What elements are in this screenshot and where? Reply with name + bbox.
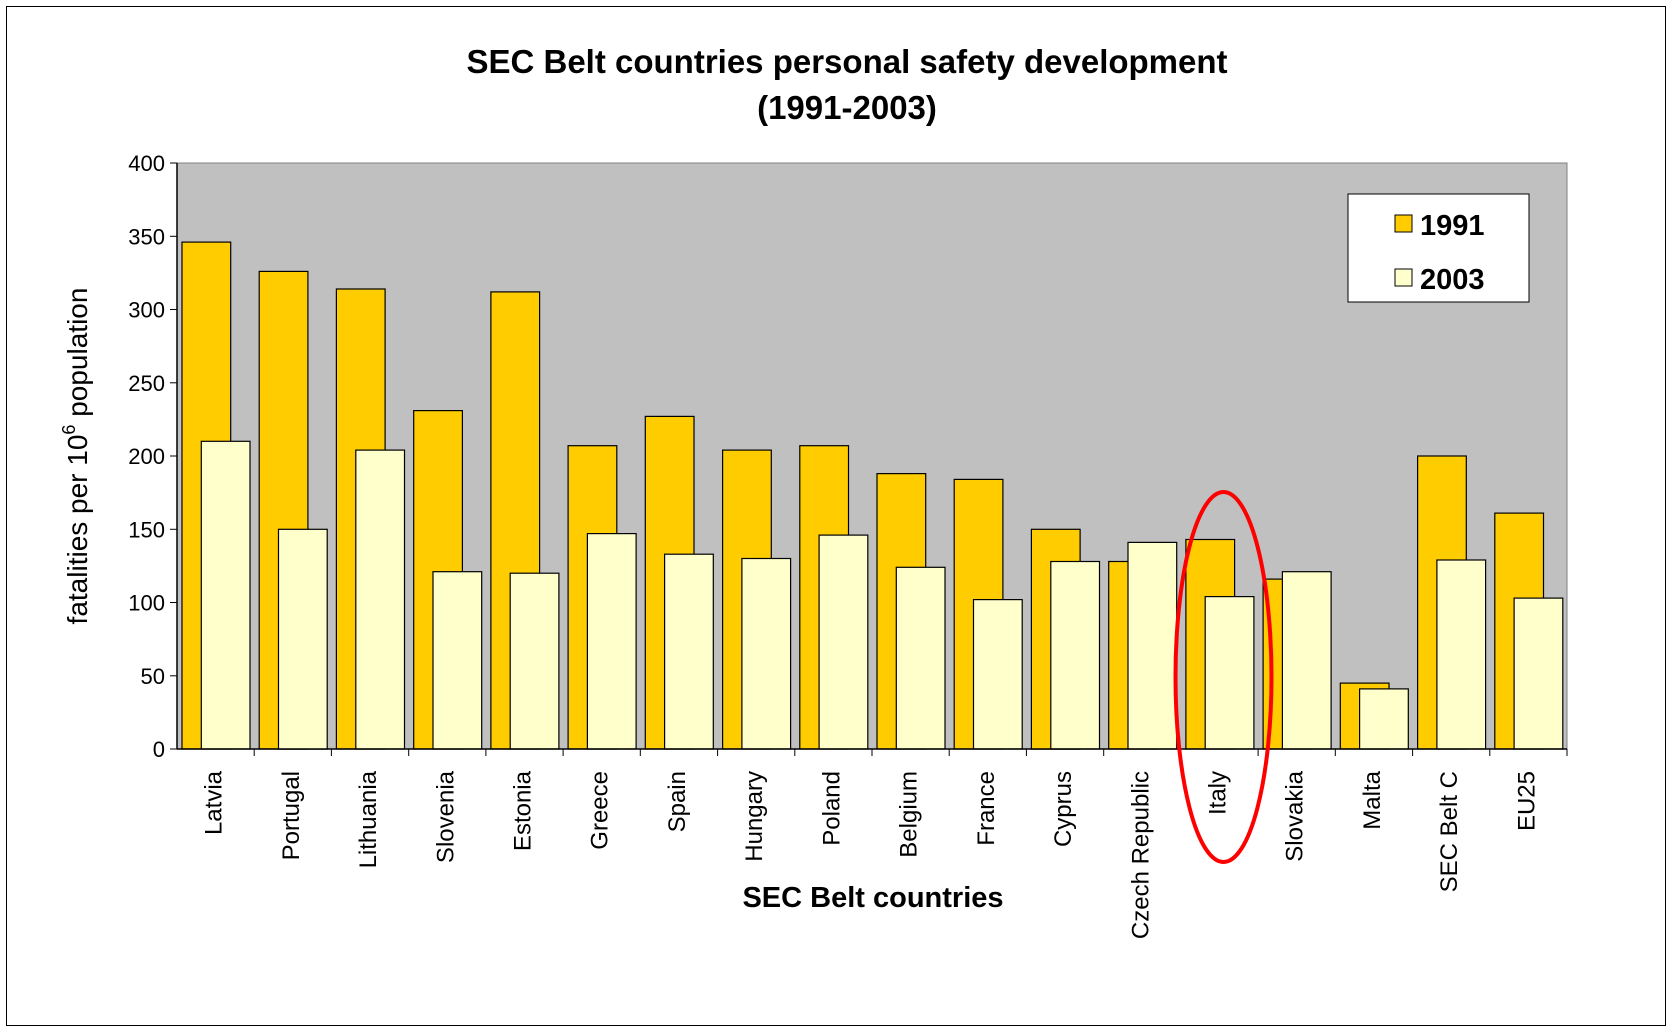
y-tick-label: 350 [128,224,165,249]
bar-2003-spain [663,553,714,750]
plot-area [176,162,1568,750]
x-tick-label: Poland [818,771,845,846]
chart-title: SEC Belt countries personal safety devel… [466,43,1227,80]
y-axis-title-tail: population [62,288,93,425]
bar-2003-lithuania [355,449,406,750]
bar-2003-hungary [741,557,792,750]
x-tick-label: Greece [587,771,614,850]
bar-2003-cyprus [1050,560,1101,750]
bar-2003-sec-belt-c [1436,559,1487,750]
y-tick-label: 250 [128,371,165,396]
legend-swatch-1991 [1394,214,1413,233]
y-tick-label: 50 [141,664,165,689]
x-tick-label: France [973,771,1000,846]
bar-2003-greece [586,532,637,750]
chart-frame: SEC Belt countries personal safety devel… [6,6,1666,1026]
x-tick-label: Belgium [896,771,923,858]
x-tick-label: Cyprus [1050,771,1077,847]
x-tick-label: Lithuania [355,770,382,868]
chart-svg: SEC Belt countries personal safety devel… [59,43,1568,939]
bar-2003-italy [1204,595,1255,750]
legend-swatch-2003 [1394,268,1413,287]
bar-2003-czech-republic [1127,541,1178,750]
bar-2003-malta [1358,688,1409,750]
y-axis-title-superscript: 6 [59,425,79,435]
bar-2003-poland [818,534,869,750]
legend-label-1991: 1991 [1420,210,1485,242]
chart-subtitle: (1991-2003) [757,89,937,126]
y-tick-label: 150 [128,517,165,542]
highlight-ellipse-italy [1173,490,1274,864]
x-tick-label: Estonia [510,770,537,851]
bar-2003-slovakia [1281,571,1332,750]
x-tick-label: Slovakia [1282,770,1309,861]
bar-2003-latvia [200,440,251,750]
bar-2003-portugal [277,528,328,750]
y-tick-label: 0 [153,737,165,762]
x-tick-label: Latvia [201,770,228,835]
y-tick-label: 400 [128,151,165,176]
bar-2003-slovenia [432,571,483,750]
y-axis-title-main: fatalities per 10 [62,435,93,625]
legend-box [1347,193,1530,303]
x-tick-label: Czech Republic [1127,771,1154,939]
y-tick-labels: 0 50 100 150 200 250 300 350 400 [128,151,165,762]
y-tick-label: 100 [128,591,165,616]
legend-label-2003: 2003 [1420,264,1485,296]
bar-2003-eu25 [1513,597,1564,750]
x-tick-label: Malta [1359,770,1386,829]
bar-2003-belgium [895,566,946,750]
bars-group [181,241,1564,750]
bar-2003-france [972,598,1023,750]
y-axis-title: fatalities per 106 population [59,288,93,625]
axes-group [170,162,1568,756]
legend: 1991 2003 [1347,193,1530,303]
y-tick-label: 300 [128,298,165,323]
x-tick-label: Slovenia [432,770,459,863]
x-category-labels: Latvia Portugal Lithuania Slovenia Estonia Gr… [201,770,1541,939]
x-tick-label: Hungary [741,771,768,862]
x-axis-title: SEC Belt countries [742,882,1003,914]
x-tick-label: Italy [1205,771,1232,815]
x-tick-label: Spain [664,771,691,832]
x-tick-label: Portugal [278,771,305,860]
x-tick-label: SEC Belt C [1436,771,1463,892]
y-tick-label: 200 [128,444,165,469]
x-tick-label: EU25 [1513,771,1540,831]
bar-2003-estonia [509,572,560,750]
